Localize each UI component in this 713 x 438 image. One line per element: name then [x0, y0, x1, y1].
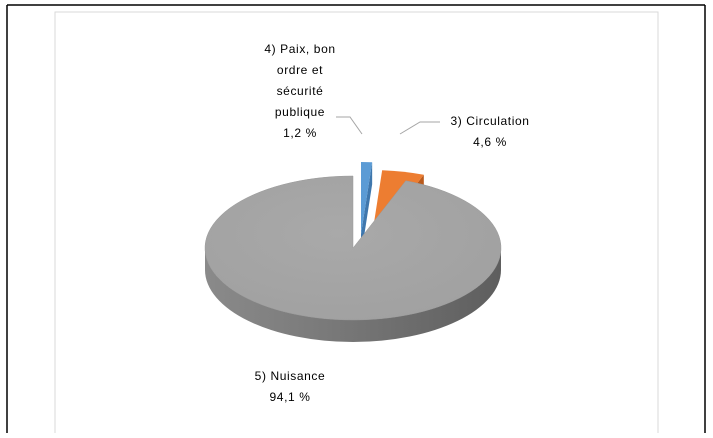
chart-area — [54, 11, 659, 438]
pie-side — [205, 248, 501, 342]
slice — [204, 175, 502, 321]
leader-line — [336, 116, 363, 135]
slice — [361, 162, 373, 234]
value-label: 94,1 % — [270, 390, 311, 404]
slice-side — [361, 162, 373, 256]
value-label: 4,6 % — [473, 135, 507, 149]
category-label: 3) Circulation — [450, 114, 529, 128]
category-label: 5) Nuisance — [255, 369, 326, 383]
category-label: 4) Paix, bon ordre et sécurité publique — [264, 42, 335, 119]
value-label: 1,2 % — [283, 126, 317, 140]
leader-line — [399, 121, 440, 135]
